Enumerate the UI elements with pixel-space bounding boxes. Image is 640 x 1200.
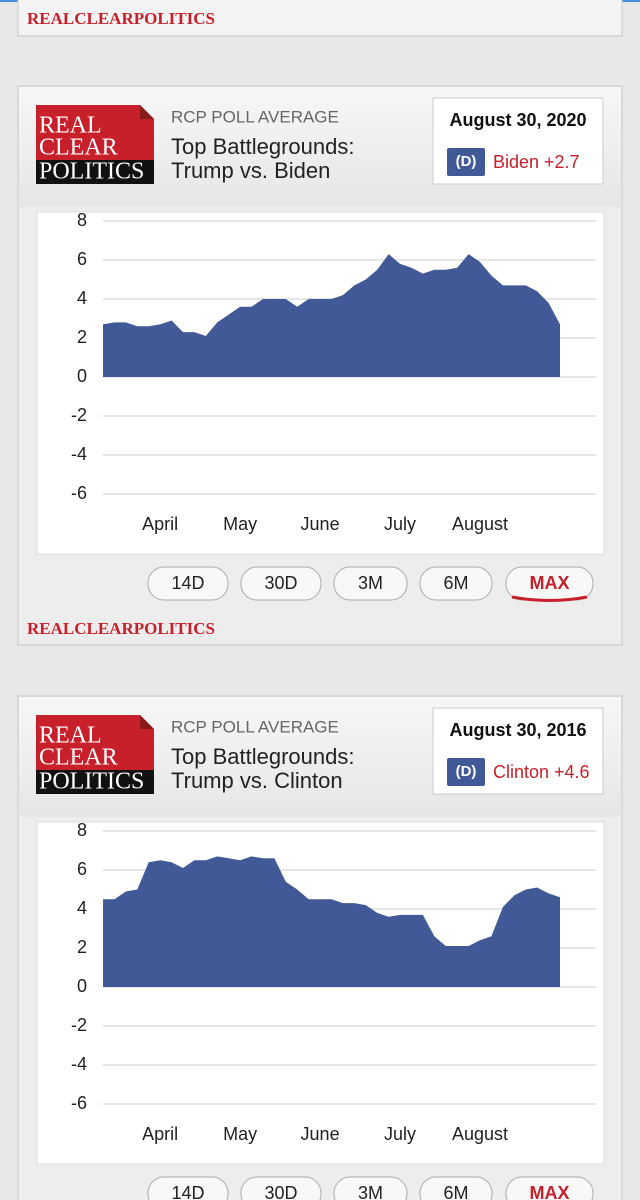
range-button[interactable] — [333, 1176, 408, 1200]
kicker: RCP POLL AVERAGE — [171, 107, 339, 126]
range-button-label[interactable]: 3M — [358, 573, 383, 593]
y-tick-label: -4 — [71, 444, 87, 464]
y-tick-label: 8 — [77, 820, 87, 840]
x-tick-label: May — [223, 1124, 257, 1144]
y-tick-label: 0 — [77, 976, 87, 996]
title: Top Battlegrounds: — [171, 134, 354, 159]
chart-panel — [36, 211, 605, 555]
logo-black — [36, 770, 154, 794]
y-tick-label: 0 — [77, 366, 87, 386]
y-tick-label: -2 — [71, 1015, 87, 1035]
range-button[interactable] — [240, 566, 322, 601]
range-button-label[interactable]: 6M — [443, 1183, 468, 1200]
party-badge — [447, 758, 485, 786]
date: August 30, 2020 — [449, 110, 586, 130]
logo-fold — [140, 715, 154, 729]
leader: Biden +2.7 — [493, 152, 580, 172]
logo-text: POLITICS — [39, 159, 144, 185]
area — [103, 856, 560, 987]
range-button-label[interactable]: MAX — [530, 1183, 570, 1200]
logo-red — [36, 715, 154, 770]
range-button[interactable] — [147, 1176, 229, 1200]
y-tick-label: 6 — [77, 859, 87, 879]
footer-brand: REALCLEARPOLITICS — [27, 619, 215, 638]
y-tick-label: -2 — [71, 405, 87, 425]
brand: REALCLEARPOLITICS — [27, 9, 215, 28]
y-tick-label: 2 — [77, 327, 87, 347]
leader: Clinton +4.6 — [493, 762, 590, 782]
x-tick-label: June — [301, 1124, 340, 1144]
top-card — [17, 0, 623, 37]
chart-panel — [36, 821, 605, 1165]
logo-red — [36, 105, 154, 160]
active-underline — [511, 595, 588, 602]
y-tick-label: 4 — [77, 898, 87, 918]
y-tick-label: 6 — [77, 249, 87, 269]
range-button[interactable] — [419, 566, 493, 601]
y-tick-label: 8 — [77, 210, 87, 230]
title: Top Battlegrounds: — [171, 744, 354, 769]
x-tick-label: August — [452, 1124, 508, 1144]
title: Trump vs. Clinton — [171, 768, 343, 793]
range-button[interactable] — [240, 1176, 322, 1200]
area — [103, 254, 560, 377]
logo-text: CLEAR — [39, 135, 118, 161]
range-button-label[interactable]: 14D — [171, 1183, 204, 1200]
range-button-label[interactable]: 30D — [264, 1183, 297, 1200]
title: Trump vs. Biden — [171, 158, 330, 183]
x-tick-label: July — [384, 514, 416, 534]
x-tick-label: April — [142, 1124, 178, 1144]
range-button-label[interactable]: MAX — [530, 573, 570, 593]
range-button-label[interactable]: 14D — [171, 573, 204, 593]
logo-fold — [140, 105, 154, 119]
x-tick-label: August — [452, 514, 508, 534]
range-button-label[interactable]: 6M — [443, 573, 468, 593]
logo-text: REAL — [39, 113, 102, 139]
kicker: RCP POLL AVERAGE — [171, 717, 339, 736]
range-button[interactable] — [505, 1176, 594, 1200]
x-tick-label: June — [301, 514, 340, 534]
range-button[interactable] — [333, 566, 408, 601]
party: (D) — [456, 153, 477, 170]
range-button-label[interactable]: 3M — [358, 1183, 383, 1200]
logo-black — [36, 160, 154, 184]
date: August 30, 2016 — [449, 720, 586, 740]
x-tick-label: April — [142, 514, 178, 534]
x-tick-label: May — [223, 514, 257, 534]
logo-text: REAL — [39, 723, 102, 749]
y-tick-label: -6 — [71, 483, 87, 503]
y-tick-label: 4 — [77, 288, 87, 308]
y-tick-label: -6 — [71, 1093, 87, 1113]
range-button-label[interactable]: 30D — [264, 573, 297, 593]
x-tick-label: July — [384, 1124, 416, 1144]
range-button[interactable] — [147, 566, 229, 601]
range-button[interactable] — [419, 1176, 493, 1200]
logo-text: CLEAR — [39, 745, 118, 771]
party-badge — [447, 148, 485, 176]
logo-text: POLITICS — [39, 769, 144, 795]
y-tick-label: -4 — [71, 1054, 87, 1074]
y-tick-label: 2 — [77, 937, 87, 957]
party: (D) — [456, 763, 477, 780]
